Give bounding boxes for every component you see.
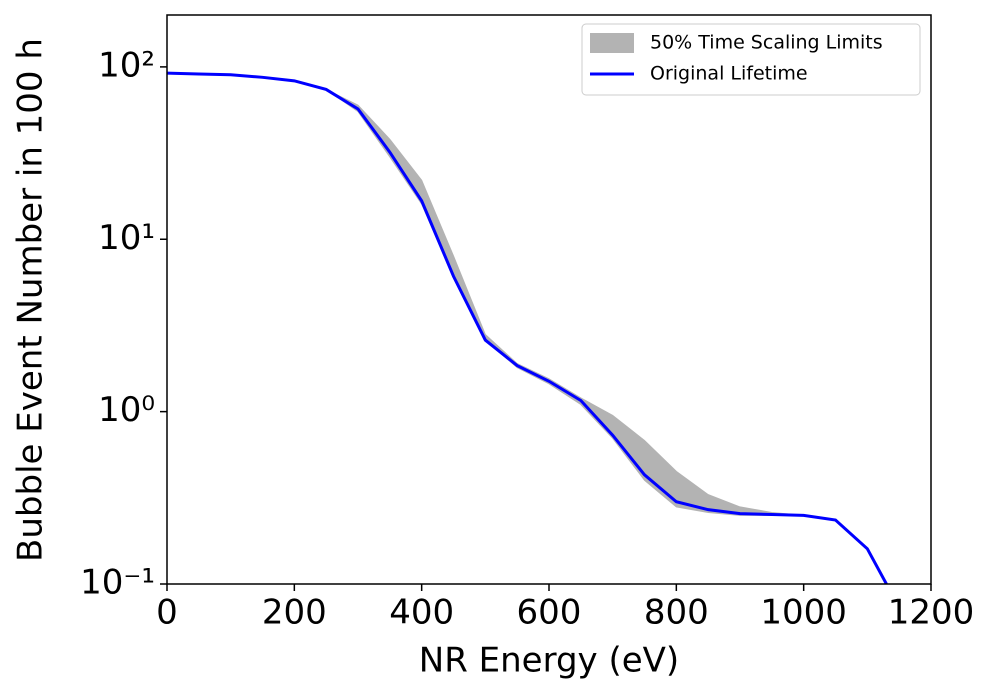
line — [167, 71, 888, 584]
x-tick-label: 1000 — [760, 593, 847, 633]
legend-label: Original Lifetime — [650, 63, 808, 85]
y-tick-label: 10¹ — [98, 218, 155, 258]
band — [167, 72, 887, 584]
axes-frame — [166, 14, 932, 585]
legend-swatch — [590, 33, 634, 53]
y-axis-label: Bubble Event Number in 100 h — [11, 38, 51, 562]
legend — [581, 23, 921, 96]
x-tick-label: 400 — [389, 593, 454, 633]
y-tick-label: 10² — [98, 45, 155, 85]
plot-area — [167, 71, 888, 584]
legend-label: 50% Time Scaling Limits — [650, 32, 883, 54]
x-axis-label: NR Energy (eV) — [419, 641, 679, 681]
y-tick-label: 10⁻¹ — [80, 563, 155, 603]
x-tick-label: 800 — [644, 593, 709, 633]
y-tick-label: 10⁰ — [98, 390, 155, 430]
x-tick-label: 0 — [156, 593, 178, 633]
x-tick-label: 1200 — [888, 593, 975, 633]
x-tick-label: 600 — [517, 593, 582, 633]
x-tick-label: 200 — [262, 593, 327, 633]
